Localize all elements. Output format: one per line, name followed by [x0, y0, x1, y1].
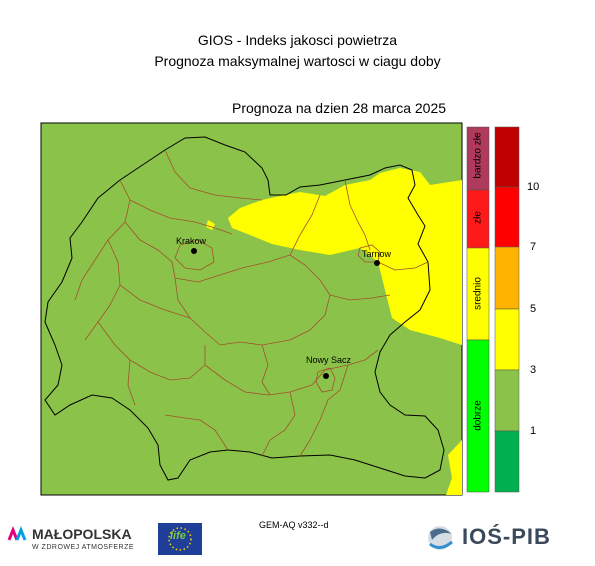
scale-segment-5: [494, 186, 520, 248]
life-logo-text: life: [170, 530, 186, 542]
scale-tick-10: 10: [527, 181, 540, 193]
ios-pib-logo-text: IOŚ-PIB: [462, 524, 551, 549]
scale-tick-3: 3: [530, 364, 537, 376]
scale-segment-4: [494, 246, 520, 310]
scale-tick-7: 7: [530, 241, 537, 253]
district-borders: [74, 149, 429, 457]
category-label-dobrze: dobrze: [472, 400, 484, 431]
map-area-yellow-north: [228, 123, 462, 345]
ios-pib-logo-icon: [428, 526, 453, 550]
page-subtitle: Prognoza maksymalnej wartosci w ciagu do…: [154, 53, 441, 69]
city-marker-nowy-sacz: [323, 373, 329, 379]
city-marker-tarnow: [374, 260, 380, 266]
malopolska-logo-text: MAŁOPOLSKA: [32, 526, 132, 542]
category-dobrze: [466, 339, 490, 493]
map-area-yellow-south: [446, 440, 462, 495]
city-marker-krakow: [191, 248, 197, 254]
malopolska-logo-icon: [7, 525, 27, 541]
city-label-krakow: Krakow: [176, 236, 207, 246]
malopolska-logo-subtext: W ZDROWEJ ATMOSFERZE: [32, 544, 135, 551]
category-label-bardzo-zle: bardzo złe: [472, 132, 484, 179]
scale-tick-1: 1: [530, 425, 537, 437]
scale-segment-2: [494, 369, 520, 432]
city-label-tarnow: Tarnow: [362, 249, 392, 259]
region-border: [44, 136, 445, 481]
category-label-zle: złe: [472, 211, 484, 224]
color-scale: [494, 126, 520, 493]
scale-tick-5: 5: [530, 303, 537, 315]
scale-segment-3: [494, 308, 520, 371]
page-title: GIOS - Indeks jakosci powietrza: [197, 32, 398, 48]
category-label-srednio: srednio: [472, 277, 484, 310]
forecast-date: Prognoza na dzien 28 marca 2025: [232, 100, 447, 116]
model-version: GEM-AQ v332--d: [259, 520, 329, 530]
scale-segment-6: [494, 126, 520, 188]
city-label-nowy-sacz: Nowy Sacz: [306, 355, 352, 365]
scale-segment-1: [494, 430, 520, 493]
